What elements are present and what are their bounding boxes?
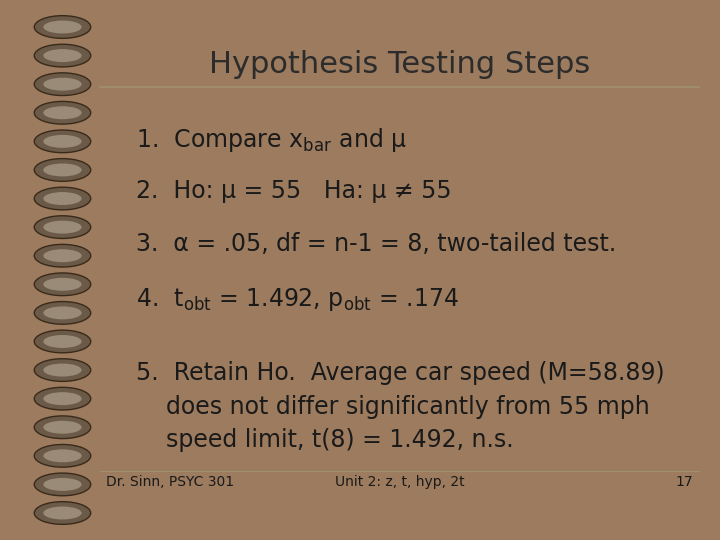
Ellipse shape (35, 502, 91, 524)
Text: 5.  Retain Ho.  Average car speed (M=58.89)
    does not differ significantly fr: 5. Retain Ho. Average car speed (M=58.89… (137, 361, 665, 453)
Text: Hypothesis Testing Steps: Hypothesis Testing Steps (209, 50, 590, 79)
Ellipse shape (43, 449, 81, 462)
Ellipse shape (43, 421, 81, 434)
Ellipse shape (35, 216, 91, 239)
Ellipse shape (43, 78, 81, 91)
Ellipse shape (43, 392, 81, 405)
Ellipse shape (35, 73, 91, 96)
Ellipse shape (43, 335, 81, 348)
Ellipse shape (35, 245, 91, 267)
Ellipse shape (35, 159, 91, 181)
Ellipse shape (35, 444, 91, 467)
Ellipse shape (43, 363, 81, 376)
Ellipse shape (35, 44, 91, 67)
Ellipse shape (43, 21, 81, 33)
Ellipse shape (35, 416, 91, 438)
Ellipse shape (43, 164, 81, 177)
Ellipse shape (43, 106, 81, 119)
Ellipse shape (35, 359, 91, 381)
Ellipse shape (35, 102, 91, 124)
Ellipse shape (43, 507, 81, 519)
Ellipse shape (43, 49, 81, 62)
Text: 2.  Ho: μ = 55   Ha: μ ≠ 55: 2. Ho: μ = 55 Ha: μ ≠ 55 (137, 179, 452, 203)
Ellipse shape (43, 192, 81, 205)
Ellipse shape (35, 330, 91, 353)
Text: Unit 2: z, t, hyp, 2t: Unit 2: z, t, hyp, 2t (335, 475, 464, 489)
Ellipse shape (43, 478, 81, 491)
Ellipse shape (35, 473, 91, 496)
Ellipse shape (43, 135, 81, 148)
Text: 3.  α = .05, df = n-1 = 8, two-tailed test.: 3. α = .05, df = n-1 = 8, two-tailed tes… (137, 232, 617, 256)
Ellipse shape (35, 301, 91, 324)
Ellipse shape (35, 387, 91, 410)
Ellipse shape (43, 306, 81, 319)
Ellipse shape (43, 278, 81, 291)
Text: 4.  t$_{\mathregular{obt}}$ = 1.492, p$_{\mathregular{obt}}$ = .174: 4. t$_{\mathregular{obt}}$ = 1.492, p$_{… (137, 286, 459, 313)
Ellipse shape (35, 187, 91, 210)
Ellipse shape (35, 130, 91, 153)
Ellipse shape (35, 16, 91, 38)
Text: Dr. Sinn, PSYC 301: Dr. Sinn, PSYC 301 (106, 475, 234, 489)
Ellipse shape (43, 249, 81, 262)
Text: 17: 17 (676, 475, 693, 489)
Ellipse shape (35, 273, 91, 295)
Ellipse shape (43, 221, 81, 234)
Text: 1.  Compare x$_{\mathregular{bar}}$ and μ: 1. Compare x$_{\mathregular{bar}}$ and μ (137, 126, 408, 153)
